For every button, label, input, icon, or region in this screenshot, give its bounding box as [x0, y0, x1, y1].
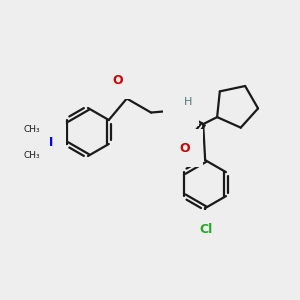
Text: H: H — [113, 67, 121, 77]
Text: CH₃: CH₃ — [24, 152, 40, 160]
Text: O: O — [113, 74, 123, 87]
Text: N: N — [176, 100, 186, 114]
Text: O: O — [180, 142, 190, 154]
Text: CH₃: CH₃ — [24, 125, 40, 134]
Text: N: N — [43, 136, 53, 149]
Text: H: H — [184, 97, 192, 107]
Text: Cl: Cl — [200, 223, 213, 236]
